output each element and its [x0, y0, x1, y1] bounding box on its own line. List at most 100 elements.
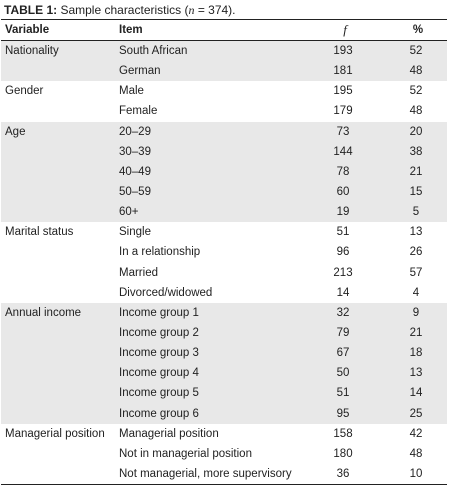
- header-item: Item: [115, 19, 301, 41]
- item-cell: Income group 6: [115, 403, 301, 424]
- table-row: In a relationship 96 26: [1, 242, 447, 262]
- variable-cell: [1, 202, 115, 223]
- table-row: Income group 3 67 18: [1, 343, 447, 364]
- frequency-cell: 158: [333, 427, 353, 440]
- frequency-cell: 96: [336, 246, 350, 259]
- frequency-cell: 67: [301, 343, 385, 364]
- item-cell: In a relationship: [119, 246, 201, 259]
- item-cell: 40–49: [115, 161, 301, 182]
- table-row: 50–59 60 15: [1, 181, 447, 203]
- table-body: Nationality South African 193 52 German 181 48…: [1, 40, 447, 486]
- table-row: Annual income Income group 1 32 9: [1, 302, 447, 323]
- frequency-cell: 78: [301, 161, 385, 182]
- percent-cell: 20: [385, 121, 447, 142]
- variable-cell: [1, 283, 115, 303]
- header-variable: Variable: [1, 19, 115, 41]
- variable-cell: Gender: [5, 85, 44, 98]
- table-row: 40–49 78 21: [1, 161, 447, 182]
- percent-cell: 57: [409, 266, 423, 279]
- item-cell: Income group 1: [115, 302, 301, 323]
- variable-cell: [1, 263, 115, 283]
- item-cell: Male: [119, 85, 144, 98]
- variable-cell: Annual income: [1, 302, 115, 323]
- item-cell: 30–39: [115, 141, 301, 162]
- table-row: Married 213 57: [1, 263, 447, 283]
- variable-cell: [1, 444, 115, 464]
- table-row: Income group 5 51 14: [1, 383, 447, 404]
- frequency-cell: 144: [301, 141, 385, 162]
- percent-cell: 25: [385, 403, 447, 424]
- percent-cell: 48: [409, 105, 423, 118]
- frequency-cell: 60: [301, 181, 385, 203]
- table-row: 60+ 19 5: [1, 202, 447, 223]
- sample-characteristics-table: Variable Item f % Nationality South Afric…: [1, 19, 447, 486]
- frequency-cell: 95: [301, 403, 385, 424]
- percent-cell: 52: [409, 85, 423, 98]
- item-cell: Income group 4: [115, 363, 301, 384]
- variable-cell: Age: [1, 121, 115, 142]
- table-row: Managerial position Managerial position 15…: [1, 424, 447, 444]
- frequency-cell: 195: [333, 85, 353, 98]
- variable-cell: [1, 403, 115, 424]
- frequency-cell: 73: [301, 121, 385, 142]
- table-row: Income group 2 79 21: [1, 322, 447, 344]
- header-percent: %: [385, 19, 447, 41]
- percent-cell: 15: [385, 181, 447, 203]
- table-row: Income group 4 50 13: [1, 363, 447, 384]
- item-cell: Income group 5: [115, 383, 301, 404]
- header-frequency: f: [301, 19, 385, 41]
- percent-cell: 21: [385, 161, 447, 182]
- item-cell: Single: [119, 226, 151, 239]
- percent-cell: 38: [385, 141, 447, 162]
- variable-cell: [1, 463, 115, 486]
- table-row: Age 20–29 73 20: [1, 121, 447, 142]
- table-caption: TABLE 1: Sample characteristics (n = 374…: [4, 2, 236, 18]
- percent-cell: 48: [409, 447, 423, 460]
- variable-cell: [1, 61, 115, 82]
- percent-cell: 42: [409, 427, 423, 440]
- frequency-cell: 193: [301, 40, 385, 62]
- percent-cell: 52: [385, 40, 447, 62]
- item-cell: Not managerial, more supervisory: [115, 463, 301, 486]
- item-cell: 60+: [115, 202, 301, 223]
- variable-cell: [1, 242, 115, 262]
- item-cell: Managerial position: [119, 427, 219, 440]
- variable-cell: [1, 322, 115, 344]
- percent-cell: 4: [412, 286, 420, 299]
- variable-cell: [1, 383, 115, 404]
- table-row: Gender Male 195 52: [1, 81, 447, 101]
- table-row: Divorced/widowed 14 4: [1, 283, 447, 303]
- variable-cell: [1, 141, 115, 162]
- item-cell: Not in managerial position: [119, 447, 252, 460]
- variable-cell: Marital status: [5, 226, 74, 239]
- table-row: Female 179 48: [1, 101, 447, 121]
- percent-cell: 13: [409, 226, 423, 239]
- frequency-cell: 19: [301, 202, 385, 223]
- table-row: Not in managerial position 180 48: [1, 444, 447, 464]
- percent-cell: 14: [385, 383, 447, 404]
- item-cell: Female: [119, 105, 158, 118]
- variable-cell: [1, 343, 115, 364]
- frequency-cell: 14: [336, 286, 350, 299]
- frequency-cell: 51: [336, 226, 350, 239]
- frequency-cell: 180: [333, 447, 353, 460]
- item-cell: Income group 3: [115, 343, 301, 364]
- variable-cell: [1, 161, 115, 182]
- percent-cell: 21: [385, 322, 447, 344]
- item-cell: Divorced/widowed: [119, 286, 213, 299]
- frequency-cell: 181: [301, 61, 385, 82]
- item-cell: German: [115, 61, 301, 82]
- frequency-cell: 79: [301, 322, 385, 344]
- variable-cell: [1, 363, 115, 384]
- item-cell: 20–29: [115, 121, 301, 142]
- percent-cell: 26: [409, 246, 423, 259]
- percent-cell: 5: [385, 202, 447, 223]
- variable-cell: [1, 181, 115, 203]
- table-row: Income group 6 95 25: [1, 403, 447, 424]
- frequency-cell: 179: [333, 105, 353, 118]
- caption-text: Sample characteristics (: [57, 3, 189, 17]
- item-cell: Income group 2: [115, 322, 301, 344]
- item-cell: Married: [119, 266, 158, 279]
- frequency-cell: 213: [333, 266, 353, 279]
- percent-cell: 13: [385, 363, 447, 384]
